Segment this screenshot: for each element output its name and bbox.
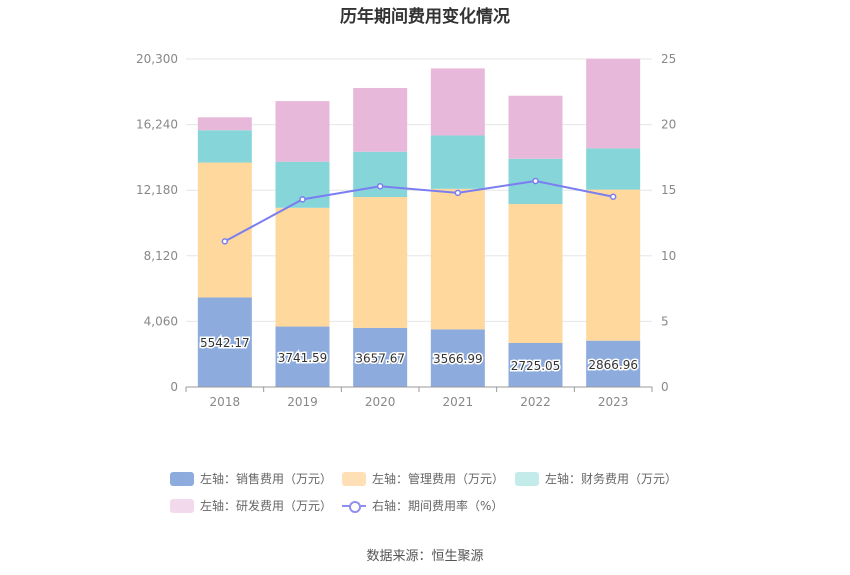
x-axis-tick-label: 2023	[598, 395, 629, 409]
bar-data-label: 3657.67	[355, 351, 405, 365]
bar-admin	[275, 207, 330, 327]
bar-sales	[508, 342, 563, 387]
legend-swatch-sales	[170, 471, 194, 486]
x-axis-tick-label: 2019	[287, 395, 318, 409]
legend-swatch-rd	[170, 498, 194, 513]
bar-rd	[586, 58, 641, 149]
left-axis-tick-label: 16,240	[136, 118, 178, 132]
bar-data-label: 3741.59	[278, 351, 328, 365]
expense-rate-point	[376, 183, 384, 190]
legend-item-admin[interactable]: 左轴：管理费用（万元）	[342, 470, 504, 487]
legend-item-rd[interactable]: 左轴：研发费用（万元）	[170, 497, 332, 514]
legend-label-sales: 左轴：销售费用（万元）	[200, 472, 333, 486]
bar-data-label: 2866.96	[588, 358, 638, 372]
expense-rate-point	[532, 177, 539, 185]
bar-admin	[430, 188, 485, 330]
legend-swatch-finance	[515, 471, 539, 486]
legend-swatch-admin	[342, 471, 366, 486]
right-axis-tick-label: 15	[661, 183, 676, 197]
x-axis-tick-label: 2021	[443, 395, 474, 409]
bar-rd	[353, 87, 408, 152]
legend-label-expense-rate: 右轴：期间费用率（%）	[372, 499, 504, 513]
bar-finance	[586, 148, 641, 190]
legend-label-admin: 左轴：管理费用（万元）	[372, 472, 505, 486]
bar-data-label: 5542.17	[200, 336, 250, 350]
legend-item-sales[interactable]: 左轴：销售费用（万元）	[170, 470, 332, 487]
expense-rate-point	[299, 196, 306, 203]
left-axis-tick-label: 12,180	[136, 183, 178, 197]
legend-item-finance[interactable]: 左轴：财务费用（万元）	[515, 470, 677, 487]
bar-rd	[197, 117, 252, 131]
right-axis-tick-label: 0	[661, 380, 669, 394]
left-axis-tick-label: 0	[170, 380, 178, 394]
bar-admin	[586, 189, 641, 341]
bar-sales	[430, 329, 485, 387]
legend-item-expense-rate[interactable]: 右轴：期间费用率（%）	[342, 497, 503, 514]
bar-rd	[508, 95, 563, 159]
bar-admin	[353, 197, 408, 328]
right-axis-tick-label: 20	[661, 118, 676, 132]
left-axis-tick-label: 8,120	[144, 249, 178, 263]
legend-label-finance: 左轴：财务费用（万元）	[545, 472, 678, 486]
bar-finance	[430, 135, 485, 189]
data-source: 数据来源：恒生聚源	[366, 549, 484, 564]
bar-rd	[275, 101, 330, 162]
expense-rate-point	[609, 193, 617, 201]
x-axis-tick-label: 2018	[210, 395, 241, 409]
right-axis-tick-label: 25	[661, 52, 676, 66]
chart-title: 历年期间费用变化情况	[340, 7, 510, 27]
bar-sales	[353, 327, 408, 387]
expense-rate-line	[224, 180, 614, 243]
right-axis-tick-label: 10	[661, 249, 676, 263]
bar-admin	[197, 162, 252, 298]
bar-sales	[197, 297, 252, 387]
expense-rate-point	[454, 189, 462, 197]
bar-data-label: 3566.99	[433, 352, 483, 366]
bar-data-label: 2725.05	[511, 359, 561, 373]
bar-admin	[508, 204, 563, 343]
bar-sales	[586, 340, 641, 387]
bar-rd	[430, 68, 485, 136]
expense-rate-point	[221, 238, 229, 245]
left-axis-tick-label: 20,300	[136, 52, 178, 66]
legend-label-rd: 左轴：研发费用（万元）	[200, 499, 333, 513]
bar-sales	[275, 326, 330, 387]
left-axis-tick-label: 4,060	[144, 314, 178, 328]
right-axis-tick-label: 5	[661, 314, 669, 328]
x-axis-tick-label: 2020	[365, 395, 396, 409]
chart-plot: 5542.17 3741.59 3657.67 3566.99 2725.05 2866.…	[136, 52, 676, 409]
x-axis-tick-label: 2022	[520, 395, 551, 409]
bar-finance	[197, 130, 252, 163]
legend-marker-expense-rate	[342, 499, 366, 513]
